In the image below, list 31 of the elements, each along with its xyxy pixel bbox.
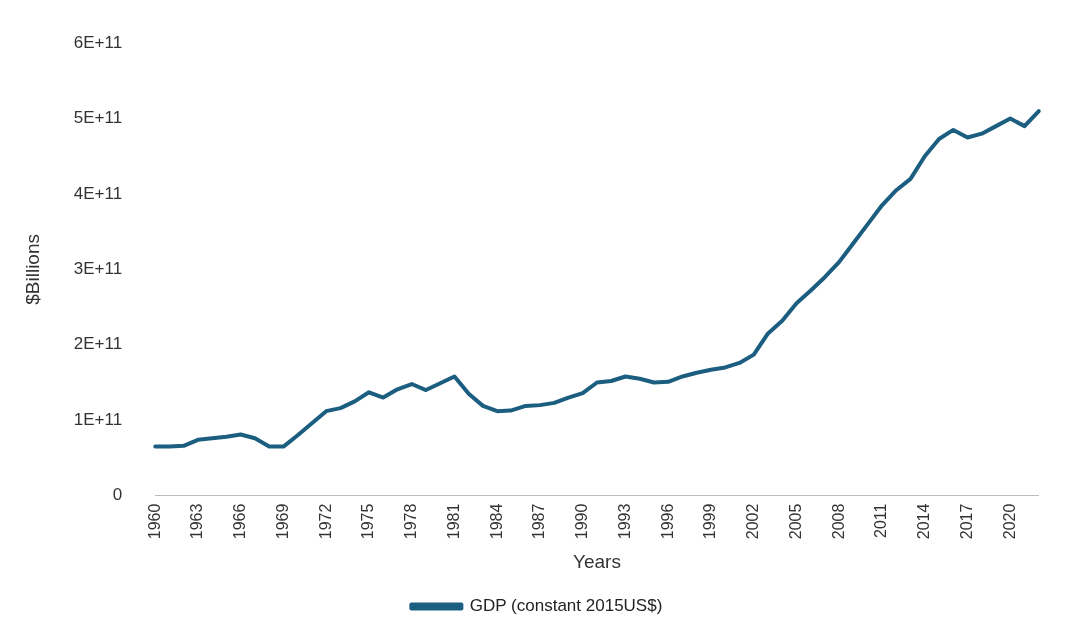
y-tick-label: 6E+11: [73, 32, 123, 52]
x-axis-title: Years: [573, 550, 621, 572]
x-tick-label: 1999: [701, 503, 719, 540]
y-tick-label: 1E+11: [73, 409, 123, 429]
x-tick-label: 1972: [316, 503, 334, 540]
x-tick-label: 1990: [573, 503, 591, 540]
legend-label: GDP (constant 2015US$): [469, 596, 663, 616]
x-tick-label: 1978: [402, 503, 420, 540]
x-tick-label: 1969: [273, 503, 291, 540]
y-tick-label: 2E+11: [73, 334, 123, 354]
y-tick-label: 0: [112, 485, 123, 505]
x-tick-label: 1966: [231, 503, 249, 540]
x-tick-label: 1975: [359, 503, 377, 540]
x-tick-label: 2002: [744, 503, 762, 540]
y-tick-label: 4E+11: [73, 183, 123, 203]
x-tick-label: 1996: [658, 503, 676, 540]
x-tick-label: 1984: [487, 503, 505, 540]
x-tick-label: 2020: [1000, 503, 1018, 540]
x-tick-label: 1981: [444, 503, 462, 540]
x-tick-label: 1993: [615, 503, 633, 540]
y-tick-label: 5E+11: [73, 108, 123, 128]
y-axis-title: $Billions: [21, 234, 43, 305]
x-tick-label: 1987: [530, 503, 548, 540]
x-tick-label: 2014: [915, 503, 933, 540]
x-tick-label: 2008: [829, 503, 847, 540]
x-tick-label: 2017: [957, 503, 975, 540]
x-tick-label: 2011: [872, 503, 890, 539]
y-tick-label: 3E+11: [73, 259, 123, 279]
x-tick-label: 1960: [145, 503, 163, 540]
x-tick-label: 1963: [188, 503, 206, 540]
x-tick-label: 2005: [786, 503, 804, 540]
